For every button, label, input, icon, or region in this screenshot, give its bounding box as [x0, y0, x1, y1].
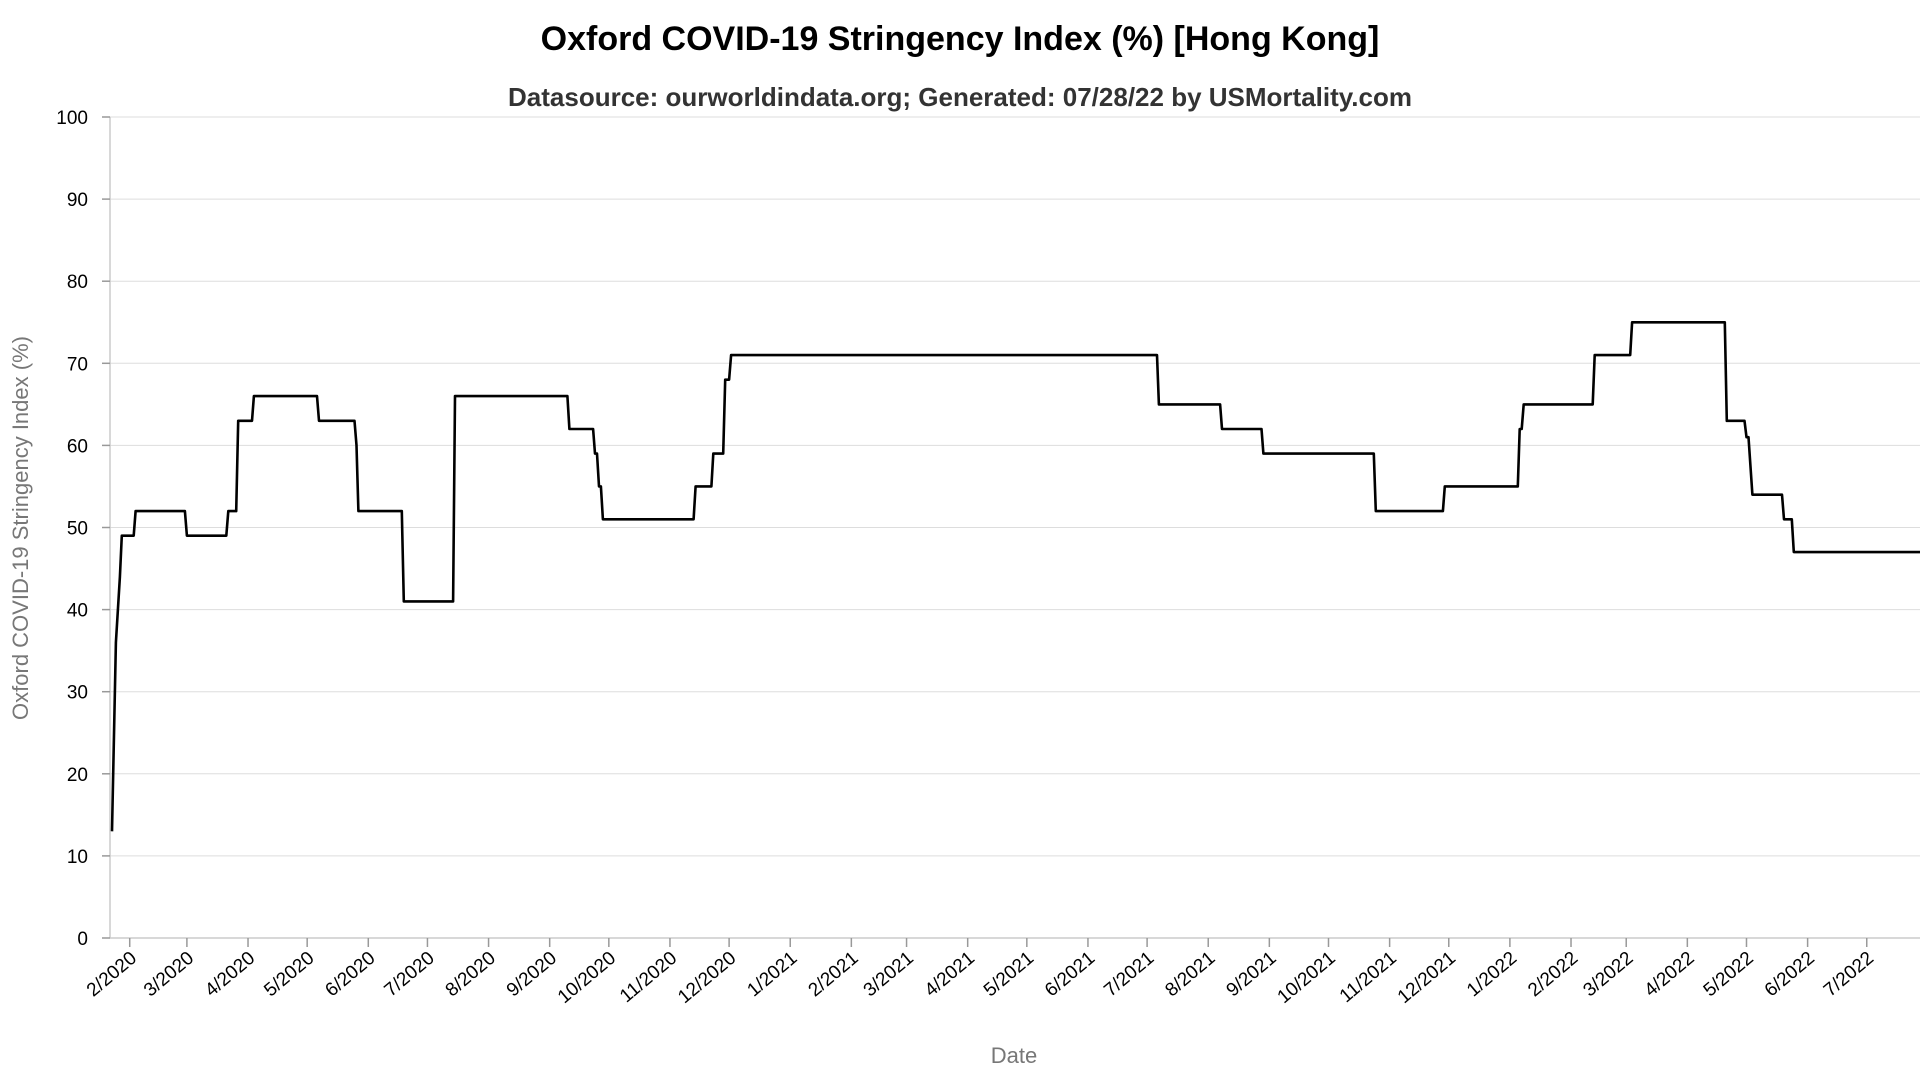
x-tick-label: 10/2021: [1274, 948, 1340, 1008]
x-axis-label: Date: [991, 1043, 1037, 1068]
y-tick-label: 100: [56, 108, 88, 129]
x-tick-label: 3/2022: [1579, 948, 1637, 1001]
x-axis-ticks: 2/2020 3/2020 4/2020 5/2020 6/2020 7/2020 8/20…: [83, 938, 1878, 1008]
y-tick-label: 50: [67, 519, 88, 540]
y-tick-label: 20: [67, 765, 88, 786]
series-line-stringency: [110, 321, 1920, 832]
x-tick-label: 1/2021: [743, 948, 801, 1001]
x-tick-label: 2/2021: [805, 948, 863, 1001]
x-tick-label: 4/2022: [1641, 948, 1699, 1001]
y-tick-label: 80: [67, 272, 88, 293]
y-tick-label: 30: [67, 683, 88, 704]
x-tick-label: 6/2022: [1761, 948, 1819, 1001]
chart-subtitle: Datasource: ourworldindata.org; Generate…: [508, 82, 1412, 112]
x-tick-label: 9/2020: [503, 948, 561, 1001]
chart-title: Oxford COVID-19 Stringency Index (%) [Ho…: [541, 20, 1380, 58]
x-tick-label: 10/2020: [554, 948, 620, 1008]
series-layer: [110, 321, 1920, 832]
x-tick-label: 9/2021: [1223, 948, 1281, 1001]
y-tick-label: 40: [67, 601, 88, 622]
x-tick-label: 12/2021: [1394, 948, 1460, 1008]
x-tick-label: 11/2020: [616, 948, 681, 1007]
x-tick-label: 4/2020: [201, 948, 259, 1001]
x-tick-label: 7/2021: [1100, 948, 1158, 1001]
x-tick-label: 6/2020: [321, 948, 379, 1001]
x-tick-label: 1/2022: [1463, 948, 1521, 1001]
x-tick-label: 5/2022: [1700, 948, 1758, 1001]
y-tick-label: 60: [67, 436, 88, 457]
grid-lines: [110, 116, 1920, 857]
y-tick-label: 10: [67, 847, 88, 868]
y-tick-label: 90: [67, 190, 88, 211]
x-tick-label: 4/2021: [921, 948, 979, 1001]
x-tick-label: 3/2020: [140, 948, 198, 1001]
x-tick-label: 2/2022: [1524, 948, 1582, 1001]
x-tick-label: 11/2021: [1336, 948, 1401, 1007]
x-tick-label: 2/2020: [83, 948, 141, 1001]
x-tick-label: 5/2020: [260, 948, 318, 1001]
x-tick-label: 6/2021: [1041, 948, 1099, 1001]
y-tick-label: 70: [67, 354, 88, 375]
x-tick-label: 12/2020: [674, 948, 740, 1008]
x-tick-label: 7/2020: [381, 948, 439, 1001]
x-tick-label: 3/2021: [860, 948, 918, 1001]
x-tick-label: 8/2021: [1161, 948, 1219, 1001]
x-tick-label: 8/2020: [442, 948, 500, 1001]
x-tick-label: 7/2022: [1820, 948, 1878, 1001]
y-tick-label: 0: [77, 929, 88, 950]
y-axis-label: Oxford COVID-19 Stringency Index (%): [8, 336, 33, 720]
y-axis-ticks: 0 10 20 30 40 50 60 70 80 90 100: [56, 108, 110, 950]
x-tick-label: 5/2021: [980, 948, 1038, 1001]
